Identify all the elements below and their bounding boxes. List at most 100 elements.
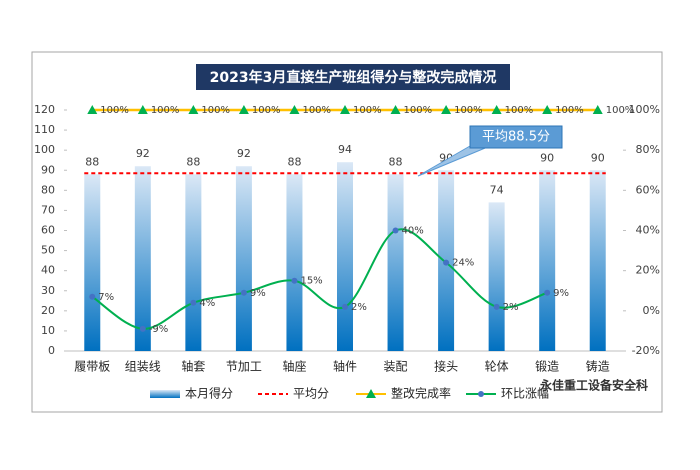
title-box — [196, 64, 510, 90]
point-label: 100% — [201, 105, 230, 116]
point-label: 9% — [250, 288, 266, 299]
point-label: 100% — [302, 105, 331, 116]
y2-tick-label: 60% — [636, 183, 660, 196]
watermark: 永佳重工设备安全科 — [539, 378, 648, 393]
marker — [340, 105, 350, 114]
bar — [235, 166, 252, 351]
y-tick-label: 0 — [48, 344, 55, 357]
bar-label: 88 — [85, 155, 99, 168]
bar-label: 92 — [136, 147, 150, 160]
legend-label: 本月得分 — [185, 386, 233, 401]
y-tick-label: 50 — [41, 244, 55, 257]
x-tick-label: 装配 — [384, 360, 408, 374]
marker — [188, 105, 199, 114]
y-tick-label: 70 — [41, 203, 55, 216]
y2-tick-label: 0% — [643, 304, 660, 317]
bar — [134, 166, 151, 351]
point-label: 9% — [553, 288, 569, 299]
chart-title: 2023年3月直接生产班组得分与整改完成情况 — [210, 69, 497, 86]
y-tick-label: 10 — [41, 324, 55, 337]
bar — [488, 202, 505, 351]
point-label: 100% — [505, 105, 534, 116]
x-tick-label: 组装线 — [125, 360, 161, 374]
legend-marker — [478, 391, 484, 397]
marker — [542, 105, 553, 114]
point-label: 100% — [404, 105, 433, 116]
x-tick-label: 轴件 — [333, 359, 357, 374]
marker — [240, 289, 247, 296]
marker — [238, 105, 249, 114]
y-tick-label: 60 — [41, 224, 55, 237]
point-label: 24% — [452, 258, 474, 269]
point-label: 40% — [402, 226, 424, 237]
marker — [592, 105, 603, 114]
x-tick-label: 轴套 — [181, 359, 205, 374]
point-label: 100% — [606, 105, 635, 116]
point-label: 100% — [353, 105, 382, 116]
point-label: -9% — [149, 324, 168, 335]
bar — [286, 174, 303, 351]
bar-label: 90 — [591, 151, 605, 164]
legend-label: 平均分 — [293, 387, 329, 401]
bar-label: 88 — [186, 155, 200, 168]
y-tick-label: 80 — [41, 183, 55, 196]
bar — [84, 174, 101, 351]
x-tick-label: 轮体 — [485, 360, 509, 374]
point-label: 2% — [503, 302, 519, 313]
bar — [387, 174, 404, 351]
legend-marker — [366, 389, 376, 398]
callout-box — [469, 125, 563, 149]
marker — [87, 105, 98, 114]
legend-label: 环比涨幅 — [501, 386, 549, 401]
y-tick-label: 100 — [34, 143, 55, 156]
legend-label: 整改完成率 — [391, 386, 451, 401]
marker — [392, 227, 399, 234]
bar-label: 92 — [237, 147, 251, 160]
x-tick-label: 履带板 — [74, 360, 110, 374]
y-tick-label: 20 — [41, 304, 55, 317]
y2-tick-label: 20% — [636, 264, 660, 277]
bar — [337, 162, 353, 351]
marker — [291, 277, 298, 284]
marker — [137, 105, 148, 114]
x-tick-label: 接头 — [434, 359, 458, 374]
y2-tick-label: -20% — [632, 344, 660, 357]
point-label: 2% — [351, 302, 367, 313]
marker — [544, 289, 551, 296]
bar — [185, 174, 202, 351]
y-tick-label: 40 — [41, 264, 55, 277]
y-tick-label: 90 — [41, 163, 55, 176]
bar — [589, 170, 606, 351]
y2-tick-label: 100% — [629, 103, 660, 116]
y2-tick-label: 40% — [636, 224, 660, 237]
x-tick-label: 铸造 — [586, 359, 610, 374]
bar-label: 88 — [389, 155, 403, 168]
legend-swatch — [150, 390, 180, 398]
point-label: 100% — [151, 105, 180, 116]
point-label: 100% — [454, 105, 483, 116]
marker — [289, 105, 300, 114]
marker — [190, 299, 197, 306]
change-line — [91, 228, 548, 330]
marker — [491, 105, 502, 114]
marker — [89, 293, 96, 300]
point-label: 7% — [98, 292, 114, 303]
x-tick-label: 节加工 — [226, 360, 262, 374]
y-tick-label: 30 — [41, 284, 55, 297]
bar-label: 90 — [540, 151, 554, 164]
x-tick-label: 轴座 — [282, 359, 306, 374]
marker — [493, 303, 500, 310]
annotation: 平均88.5分 — [482, 130, 550, 145]
marker — [443, 259, 450, 266]
marker — [342, 303, 348, 310]
point-label: 15% — [300, 276, 322, 287]
marker — [139, 325, 146, 332]
bar-label: 88 — [287, 155, 301, 168]
bar-label: 94 — [338, 143, 352, 156]
point-label: 100% — [555, 105, 584, 116]
y-tick-label: 110 — [34, 123, 55, 136]
bar — [539, 170, 556, 351]
point-label: 4% — [199, 298, 215, 309]
bar-label: 74 — [490, 183, 504, 196]
